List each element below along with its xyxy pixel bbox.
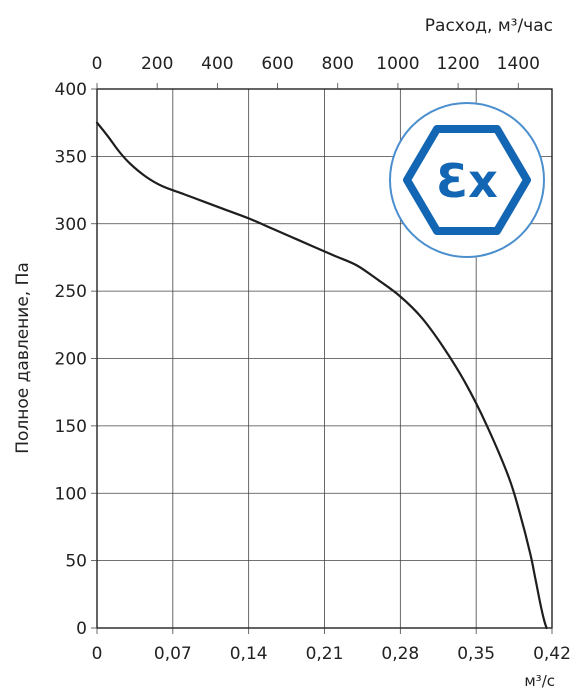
- top-tick-label: 200: [141, 54, 173, 74]
- top-axis-ticks: 0 200 400 600 800 1000 1200 1400: [92, 54, 540, 89]
- series-layer: [95, 121, 548, 630]
- y-tick-label: 400: [55, 80, 87, 100]
- top-axis-title: Расход, м³/час: [425, 16, 553, 36]
- top-tick-label: 800: [322, 54, 354, 74]
- y-tick-label: 100: [55, 484, 87, 504]
- y-tick-label: 50: [65, 552, 87, 572]
- top-tick-label: 600: [261, 54, 293, 74]
- pressure-curve: [95, 121, 548, 630]
- y-tick-label: 200: [55, 350, 87, 370]
- x-tick-label: 0,35: [457, 644, 495, 664]
- x-tick-label: 0: [92, 644, 103, 664]
- top-tick-label: 0: [92, 54, 103, 74]
- x-tick-label: 0,42: [533, 644, 571, 664]
- ex-badge-label: Ɛx: [436, 154, 498, 208]
- x-tick-label: 0,28: [381, 644, 419, 664]
- top-tick-label: 400: [201, 54, 233, 74]
- x-axis-unit: м³/с: [524, 672, 555, 690]
- x-tick-label: 0,07: [154, 644, 192, 664]
- top-tick-label: 1000: [376, 54, 419, 74]
- x-tick-label: 0,21: [306, 644, 344, 664]
- y-tick-label: 250: [55, 282, 87, 302]
- ex-hexagon-icon: [403, 125, 531, 235]
- y-tick-label: 350: [55, 147, 87, 167]
- grid: [97, 89, 552, 628]
- y-axis-ticks: 0 50 100 150 200 250 300 350 400: [55, 80, 97, 639]
- y-tick-label: 300: [55, 215, 87, 235]
- ex-badge: Ɛx: [389, 102, 545, 258]
- top-tick-label: 1400: [497, 54, 540, 74]
- x-tick-label: 0,14: [230, 644, 268, 664]
- y-axis-title: Полное давление, Па: [13, 262, 33, 454]
- top-tick-label: 1200: [436, 54, 479, 74]
- x-axis-ticks: 0 0,07 0,14 0,21 0,28 0,35 0,42: [92, 628, 571, 664]
- y-tick-label: 0: [76, 619, 87, 639]
- y-tick-label: 150: [55, 417, 87, 437]
